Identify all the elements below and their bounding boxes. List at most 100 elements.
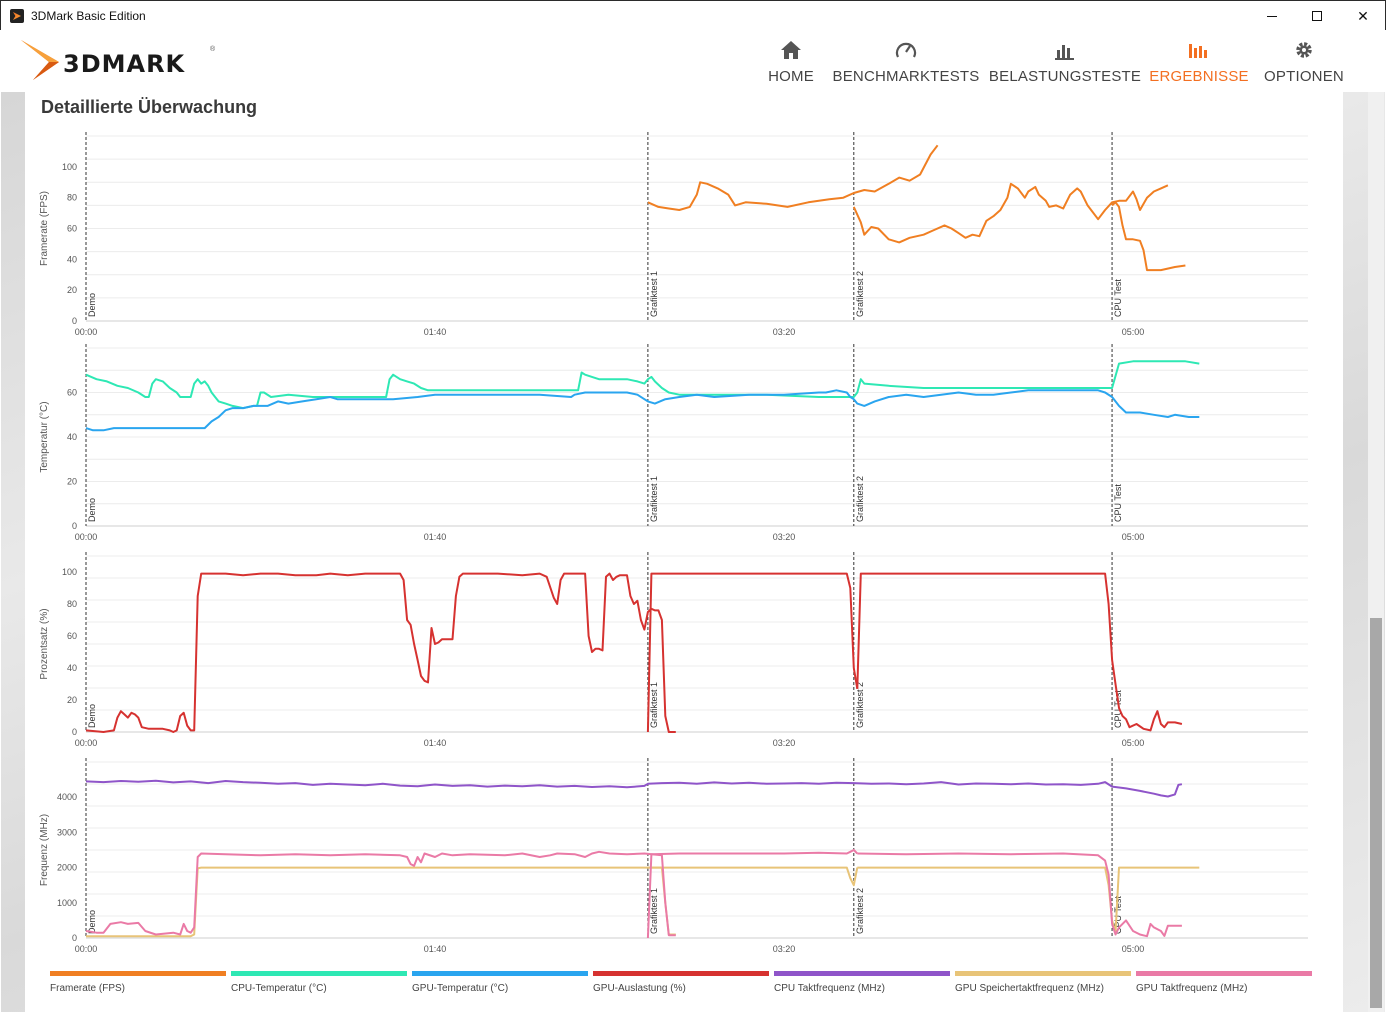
- x-tick-label: 05:00: [1122, 738, 1145, 748]
- legend-label: GPU Taktfrequenz (MHz): [1136, 983, 1248, 994]
- x-tick-label: 00:00: [75, 944, 98, 954]
- legend-swatch: [50, 971, 226, 976]
- y-tick-label: 4000: [57, 792, 77, 802]
- series-line: [85, 572, 676, 733]
- series-line: [857, 852, 1182, 938]
- x-tick-label: 00:00: [75, 532, 98, 542]
- nav-ergebnisse-label: ERGEBNISSE: [1149, 68, 1249, 85]
- logo-registered-mark: ®: [210, 46, 216, 53]
- page-title: Detaillierte Überwachung: [41, 97, 258, 117]
- y-tick-label: 80: [67, 193, 77, 203]
- series-line: [86, 866, 676, 938]
- y-tick-label: 2000: [57, 863, 77, 873]
- legend-item: Framerate (FPS): [50, 971, 231, 1001]
- legend-swatch: [1136, 971, 1312, 976]
- home-icon: [780, 38, 802, 60]
- nav-optionen-label: OPTIONEN: [1264, 68, 1344, 85]
- gear-icon: [1294, 38, 1314, 60]
- series-line: [856, 572, 1183, 732]
- test-marker-label: CPU Test: [1113, 484, 1123, 522]
- test-marker-label: Demo: [87, 704, 97, 728]
- test-marker-label: Grafiktest 2: [855, 271, 865, 317]
- y-tick-label: 60: [67, 388, 77, 398]
- y-tick-label: 60: [67, 631, 77, 641]
- test-marker-label: Demo: [87, 293, 97, 317]
- legend-swatch: [955, 971, 1131, 976]
- series-line: [1111, 201, 1186, 272]
- x-tick-label: 05:00: [1122, 532, 1145, 542]
- legend-label: GPU-Temperatur (°C): [412, 983, 509, 994]
- y-tick-label: 20: [67, 477, 77, 487]
- legend-swatch: [774, 971, 950, 976]
- legend-swatch: [593, 971, 769, 976]
- x-tick-label: 03:20: [773, 944, 796, 954]
- logo-chevron-icon: [21, 40, 59, 80]
- window-title: 3DMark Basic Edition: [31, 9, 146, 23]
- series-line: [647, 144, 939, 211]
- vertical-scrollbar[interactable]: [1368, 92, 1384, 1012]
- nav-benchmarktests-label: BENCHMARKTESTS: [832, 68, 980, 85]
- close-icon: ✕: [1357, 7, 1369, 24]
- legend-item: GPU Speichertaktfrequenz (MHz): [955, 971, 1136, 1001]
- y-axis-label: Frequenz (MHz): [39, 814, 50, 886]
- y-axis-label: Framerate (FPS): [39, 191, 50, 266]
- legend-item: GPU-Auslastung (%): [593, 971, 774, 1001]
- legend-label: GPU Speichertaktfrequenz (MHz): [955, 983, 1104, 994]
- series-line: [646, 572, 859, 733]
- y-tick-label: 100: [62, 162, 77, 172]
- nav-belastungsteste-label: BELASTUNGSTESTE: [988, 68, 1142, 85]
- series-line: [647, 866, 859, 887]
- nav-home[interactable]: HOME: [759, 38, 823, 86]
- test-marker-label: Grafiktest 2: [855, 888, 865, 934]
- nav-benchmarktests[interactable]: BENCHMARKTESTS: [832, 38, 980, 86]
- close-button[interactable]: ✕: [1340, 1, 1386, 31]
- nav-home-label: HOME: [768, 68, 814, 85]
- y-tick-label: 3000: [57, 827, 77, 837]
- test-marker-label: Grafiktest 1: [649, 888, 659, 934]
- y-axis-label: Temperatur (°C): [39, 401, 50, 472]
- test-marker-label: Demo: [87, 498, 97, 522]
- y-tick-label: 0: [72, 521, 77, 531]
- y-tick-label: 1000: [57, 898, 77, 908]
- test-marker-label: Grafiktest 2: [855, 476, 865, 522]
- 3dmark-logo[interactable]: 3DMARK ®: [19, 36, 229, 82]
- test-marker-label: CPU Test: [1113, 279, 1123, 317]
- x-tick-label: 00:00: [75, 327, 98, 337]
- chart-legend: Framerate (FPS) CPU-Temperatur (°C) GPU-…: [50, 971, 1320, 1001]
- legend-label: CPU Taktfrequenz (MHz): [774, 983, 885, 994]
- y-tick-label: 40: [67, 254, 77, 264]
- x-tick-label: 05:00: [1122, 327, 1145, 337]
- minimize-icon: [1267, 15, 1277, 17]
- legend-item: GPU Taktfrequenz (MHz): [1136, 971, 1317, 1001]
- maximize-icon: [1312, 11, 1322, 21]
- bar-chart-icon: [1055, 38, 1075, 60]
- y-tick-label: 100: [62, 567, 77, 577]
- x-tick-label: 01:40: [424, 738, 447, 748]
- y-tick-label: 0: [72, 933, 77, 943]
- maximize-button[interactable]: [1294, 1, 1340, 31]
- results-icon: [1188, 38, 1210, 60]
- scrollbar-thumb[interactable]: [1370, 618, 1382, 1008]
- series-line: [85, 389, 1200, 432]
- y-tick-label: 60: [67, 224, 77, 234]
- nav-belastungsteste[interactable]: BELASTUNGSTESTE: [988, 38, 1142, 86]
- legend-swatch: [231, 971, 407, 976]
- series-line: [85, 360, 1200, 410]
- gauge-icon: [895, 38, 917, 60]
- x-tick-label: 03:20: [773, 738, 796, 748]
- minimize-button[interactable]: [1249, 1, 1295, 31]
- app-icon: [10, 9, 24, 23]
- legend-label: CPU-Temperatur (°C): [231, 983, 327, 994]
- legend-label: Framerate (FPS): [50, 983, 126, 994]
- series-line: [646, 849, 859, 939]
- series-line: [85, 779, 1183, 798]
- legend-item: GPU-Temperatur (°C): [412, 971, 593, 1001]
- y-tick-label: 40: [67, 432, 77, 442]
- y-tick-label: 40: [67, 663, 77, 673]
- y-tick-label: 0: [72, 727, 77, 737]
- window-titlebar: 3DMark Basic Edition ✕: [0, 0, 1386, 30]
- test-marker-label: Demo: [87, 910, 97, 934]
- nav-optionen[interactable]: OPTIONEN: [1260, 38, 1348, 86]
- nav-ergebnisse[interactable]: ERGEBNISSE: [1149, 38, 1249, 86]
- monitoring-charts: 0 20 40 60 80 100 Framerate (FPS) 00:00 01:40 03:…: [39, 132, 1308, 954]
